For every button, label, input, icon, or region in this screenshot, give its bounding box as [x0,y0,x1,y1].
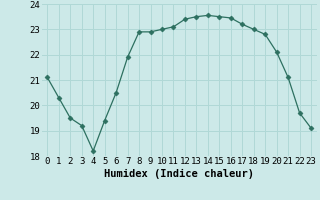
X-axis label: Humidex (Indice chaleur): Humidex (Indice chaleur) [104,169,254,179]
